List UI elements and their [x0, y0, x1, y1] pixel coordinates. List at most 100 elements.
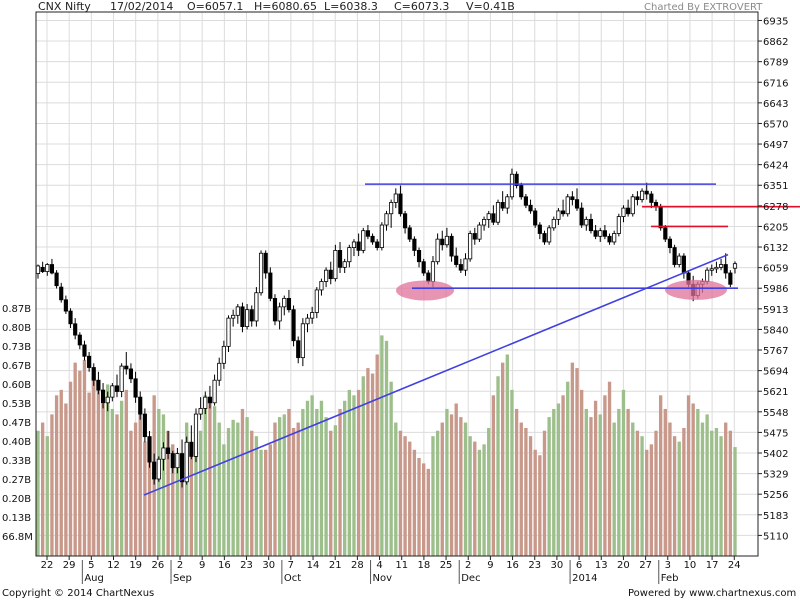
price-tick-label: 6716 — [763, 78, 788, 89]
candle-body — [361, 230, 366, 251]
volume-bar — [277, 417, 282, 556]
volume-tick-label: 0.47B — [2, 418, 31, 429]
volume-tick-label: 0.73B — [2, 342, 31, 353]
candle-body — [509, 173, 515, 198]
date-tick-label: 13 — [595, 560, 608, 571]
date-tick-label: 10 — [684, 560, 697, 571]
price-tick-label: 6789 — [763, 58, 788, 69]
date-tick-label: 7 — [288, 560, 294, 571]
candle-body — [142, 413, 147, 438]
candle-body — [681, 255, 686, 274]
volume-bar — [264, 449, 268, 556]
month-label: Sep — [173, 573, 192, 584]
candle-body — [217, 362, 222, 381]
candle-body — [565, 196, 570, 215]
volume-bar — [180, 463, 184, 556]
volume-bar — [96, 389, 101, 556]
candle-body — [35, 265, 41, 274]
volume-bar — [143, 441, 147, 556]
candle-body — [258, 252, 264, 294]
candle-body — [677, 255, 682, 265]
candle-body — [714, 266, 719, 270]
volume-bar — [505, 354, 509, 556]
price-tick-label: 5767 — [763, 346, 788, 357]
price-tick-label: 5621 — [763, 387, 788, 398]
candle-body — [398, 193, 403, 215]
volume-bar — [375, 354, 379, 556]
volume-bar — [645, 449, 649, 556]
candle-body — [547, 227, 552, 243]
price-tick-label: 6935 — [763, 16, 788, 27]
candle-body — [110, 385, 115, 398]
volume-bar — [593, 400, 598, 556]
candle-body — [54, 272, 59, 287]
candle-body — [672, 247, 677, 265]
price-tick-label: 5402 — [763, 449, 788, 460]
month-label: 2014 — [572, 573, 597, 584]
volume-bar — [682, 428, 686, 556]
candle-body — [533, 210, 538, 226]
candle-body — [667, 238, 673, 249]
volume-bar — [36, 430, 40, 556]
date-tick-label: 20 — [617, 560, 630, 571]
candle-body — [649, 193, 654, 203]
candle-body — [282, 297, 287, 308]
volume-bar — [724, 422, 728, 556]
volume-bar — [617, 408, 621, 556]
volume-bar — [119, 400, 124, 556]
candle-body — [644, 190, 649, 195]
volume-bar — [598, 414, 602, 556]
volume-bar — [570, 362, 575, 556]
candle-body — [59, 286, 64, 301]
candle-body — [73, 323, 78, 336]
volume-tick-label: 0.33B — [2, 456, 31, 467]
volume-bar — [138, 414, 142, 556]
volume-bar — [398, 430, 403, 556]
date-tick-label: 30 — [262, 560, 275, 571]
price-tick-label: 5694 — [763, 367, 788, 378]
candle-body — [351, 241, 357, 249]
volume-bar — [106, 384, 110, 556]
volume-bar — [524, 428, 528, 556]
price-axis: 6935 6862 6789 6716 6643 6570 6497 6424 6351 6278… — [758, 16, 788, 542]
candle-body — [277, 306, 282, 322]
volume-bar — [338, 408, 342, 556]
volume-bar — [115, 414, 119, 556]
candle-body — [449, 235, 454, 257]
volume-tick-label: 0.27B — [2, 475, 31, 486]
volume-bar — [603, 395, 607, 556]
low-label: L=6038.3 — [324, 0, 378, 13]
volume-bar — [538, 455, 542, 556]
volume-bar — [607, 381, 612, 556]
volume-bar — [236, 422, 240, 556]
candle-body — [574, 199, 580, 209]
volume-bar — [435, 430, 440, 556]
volume-bar — [454, 403, 458, 556]
rising-trendline — [143, 253, 729, 496]
candle-body — [709, 268, 714, 271]
volume-bar — [431, 436, 435, 556]
date-tick-label: 24 — [728, 560, 741, 571]
volume-bar — [166, 430, 170, 556]
volume-bar — [380, 335, 384, 556]
volume-bar — [556, 403, 561, 556]
powered-by-link[interactable]: Powered by www.chartnexus.com — [628, 588, 796, 599]
high-label: H=6080.65 — [254, 0, 317, 13]
month-label: Nov — [373, 573, 393, 584]
candle-body — [184, 441, 189, 483]
volume-bar — [273, 422, 277, 556]
candle-body — [324, 269, 329, 282]
volume-bar — [459, 417, 463, 556]
date-tick-label: 11 — [395, 560, 408, 571]
volume-bar — [389, 381, 393, 556]
volume-bar — [40, 422, 45, 556]
volume-bar — [101, 403, 105, 556]
date-tick-label: 16 — [218, 560, 231, 571]
price-tick-label: 6351 — [763, 181, 788, 192]
copyright-text: Copyright © 2014 ChartNexus — [2, 588, 154, 599]
candle-body — [444, 235, 449, 246]
volume-tick-label: 0.67B — [2, 361, 31, 372]
candle-body — [588, 218, 594, 232]
candle-body — [342, 261, 347, 268]
close-label: C=6073.3 — [394, 0, 449, 13]
